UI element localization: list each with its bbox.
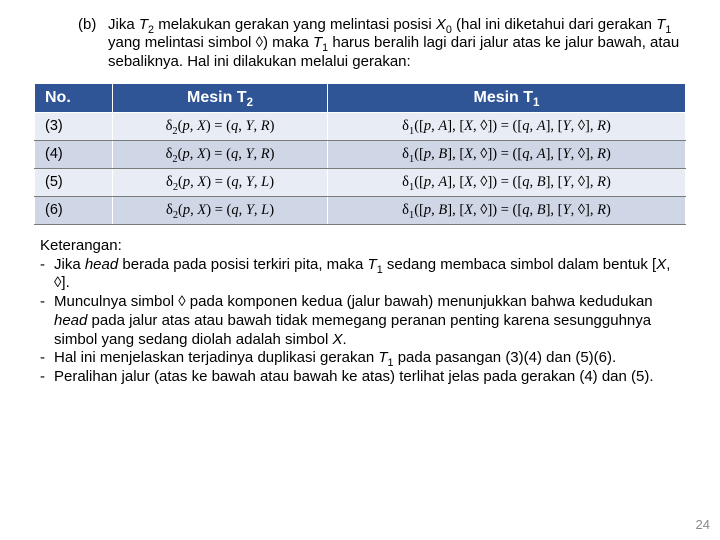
cell-m1: δ1([p, B], [X, ◊]) = ([q, B], [Y, ◊], R) [327,196,685,224]
th-m2: Mesin T2 [113,83,328,112]
keterangan-item: -Peralihan jalur (atas ke bawah atau baw… [40,368,686,387]
bullet-text: Hal ini menjelaskan terjadinya duplikasi… [54,349,686,368]
th-no: No. [35,83,113,112]
transition-table: No. Mesin T2 Mesin T1 (3)δ2(p, X) = (q, … [34,83,686,225]
table-header-row: No. Mesin T2 Mesin T1 [35,83,686,112]
bullet-dash: - [40,368,54,387]
table-row: (6)δ2(p, X) = (q, Y, L)δ1([p, B], [X, ◊]… [35,196,686,224]
bullet-text: Munculnya simbol ◊ pada komponen kedua (… [54,293,686,349]
cell-no: (6) [35,196,113,224]
cell-m1: δ1([p, B], [X, ◊]) = ([q, A], [Y, ◊], R) [327,140,685,168]
table-body: (3)δ2(p, X) = (q, Y, R)δ1([p, A], [X, ◊]… [35,112,686,224]
keterangan-item: -Jika head berada pada posisi terkiri pi… [40,256,686,294]
th-m1: Mesin T1 [327,83,685,112]
cell-m2: δ2(p, X) = (q, Y, L) [113,168,328,196]
cell-m2: δ2(p, X) = (q, Y, R) [113,140,328,168]
item-b: (b) Jika T2 melakukan gerakan yang melin… [78,16,686,71]
table-row: (4)δ2(p, X) = (q, Y, R)δ1([p, B], [X, ◊]… [35,140,686,168]
table-row: (5)δ2(p, X) = (q, Y, L)δ1([p, A], [X, ◊]… [35,168,686,196]
bullet-text: Jika head berada pada posisi terkiri pit… [54,256,686,294]
keterangan-item: -Munculnya simbol ◊ pada komponen kedua … [40,293,686,349]
keterangan-title: Keterangan: [40,237,686,256]
item-b-text: Jika T2 melakukan gerakan yang melintasi… [108,16,686,71]
bullet-dash: - [40,349,54,368]
cell-no: (5) [35,168,113,196]
bullet-dash: - [40,293,54,349]
cell-m2: δ2(p, X) = (q, Y, R) [113,112,328,140]
keterangan-list: -Jika head berada pada posisi terkiri pi… [40,256,686,387]
cell-m1: δ1([p, A], [X, ◊]) = ([q, B], [Y, ◊], R) [327,168,685,196]
page-number: 24 [696,517,710,532]
bullet-dash: - [40,256,54,294]
cell-m1: δ1([p, A], [X, ◊]) = ([q, A], [Y, ◊], R) [327,112,685,140]
cell-no: (4) [35,140,113,168]
table-row: (3)δ2(p, X) = (q, Y, R)δ1([p, A], [X, ◊]… [35,112,686,140]
keterangan-item: -Hal ini menjelaskan terjadinya duplikas… [40,349,686,368]
cell-m2: δ2(p, X) = (q, Y, L) [113,196,328,224]
bullet-text: Peralihan jalur (atas ke bawah atau bawa… [54,368,686,387]
item-b-tag: (b) [78,16,108,71]
keterangan-block: Keterangan: -Jika head berada pada posis… [40,237,686,387]
cell-no: (3) [35,112,113,140]
